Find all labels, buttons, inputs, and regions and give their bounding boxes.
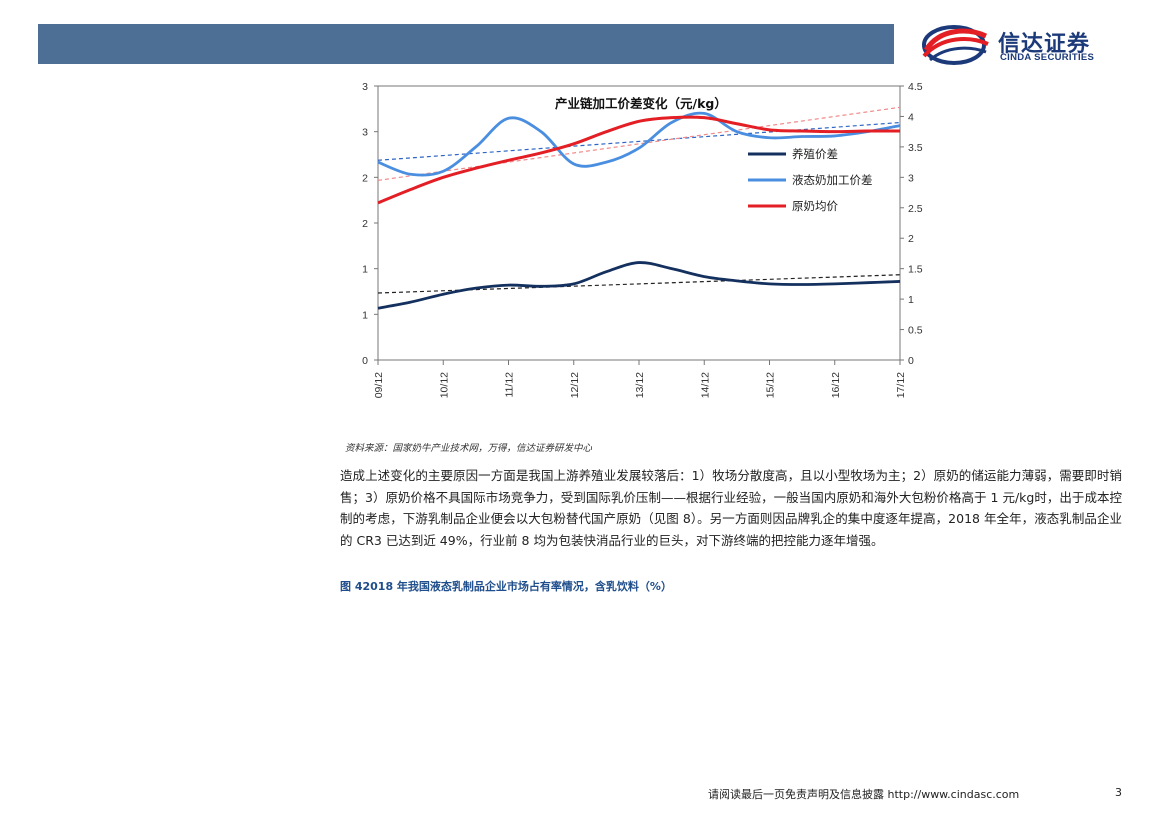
right-axis-label: 4 [908,111,914,123]
left-axis-label: 3 [362,81,368,93]
x-axis-label: 17/12 [895,372,907,398]
left-axis-label: 1 [362,309,368,321]
header-bar [38,24,894,64]
left-axis-label: 0 [362,355,368,367]
legend-label: 液态奶加工价差 [792,173,873,187]
series-line [377,111,901,177]
plot-frame [377,85,901,361]
page-number: 3 [1115,786,1122,799]
x-axis-label: 09/12 [373,372,385,398]
logo-english-name: CINDA SECURITIES [1000,52,1095,63]
right-axis-label: 1.5 [908,264,923,276]
figure-caption: 图 42018 年我国液态乳制品企业市场占有率情况，含乳饮料（%） [340,580,672,593]
series-line [377,261,901,310]
body-paragraph: 造成上述变化的主要原因一方面是我国上游养殖业发展较落后：1）牧场分散度高，且以小… [340,468,1122,548]
chart-title: 产业链加工价差变化（元/kg） [555,96,727,111]
series-line [377,115,901,205]
right-axis-label: 2 [908,233,914,245]
x-axis-label: 10/12 [438,372,450,398]
x-axis-label: 11/12 [504,372,516,398]
x-axis-label: 15/12 [765,372,777,398]
x-axis-label: 16/12 [830,372,842,398]
left-axis-label: 2 [362,218,368,230]
left-axis-label: 2 [362,172,368,184]
x-axis-label: 14/12 [699,372,711,398]
right-axis-label: 0.5 [908,325,923,337]
left-axis-label: 1 [362,264,368,276]
legend-label: 原奶均价 [792,199,838,213]
source-note: 资料来源：国家奶牛产业技术网，万得，信达证券研发中心 [345,443,593,454]
legend-label: 养殖价差 [792,147,838,161]
trendline [377,121,901,161]
price-spread-chart: 0 1 1 2 2 3 3 0 0.5 1 1.5 2 2.5 3 3.5 4 4.5 09/12 10/12 11/… [340,76,940,416]
x-axis-label: 13/12 [634,372,646,398]
right-axis-label: 3.5 [908,142,923,154]
left-axis-label: 3 [362,127,368,139]
right-axis-label: 3 [908,172,914,184]
trendline [377,106,901,181]
cinda-logo: 信达证券 CINDA SECURITIES [920,22,1135,68]
right-axis-label: 4.5 [908,81,923,93]
chart-svg: 0 1 1 2 2 3 3 0 0.5 1 1.5 2 2.5 3 3.5 4 4.5 09/12 10/12 11/… [362,81,923,398]
right-axis-label: 2.5 [908,203,923,215]
footer-disclaimer: 请阅读最后一页免责声明及信息披露 http://www.cindasc.com [708,788,1020,801]
logo-chinese-name: 信达证券 [998,32,1091,57]
cinda-swoosh-logo-icon [922,25,989,65]
x-axis-label: 12/12 [569,372,581,398]
right-axis-label: 0 [908,355,914,367]
right-axis-label: 1 [908,294,914,306]
